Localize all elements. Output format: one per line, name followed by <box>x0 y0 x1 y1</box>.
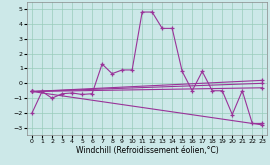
X-axis label: Windchill (Refroidissement éolien,°C): Windchill (Refroidissement éolien,°C) <box>76 146 218 155</box>
